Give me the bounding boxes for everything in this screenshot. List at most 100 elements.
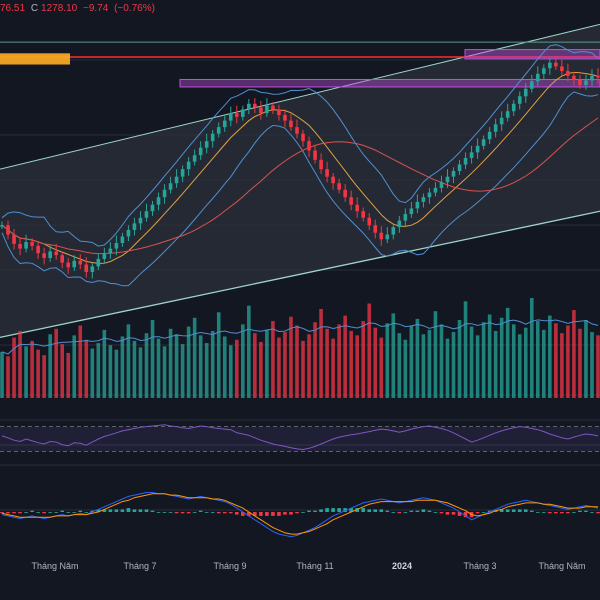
volume-bar — [18, 330, 22, 398]
macd-histogram-bar — [403, 512, 408, 513]
macd-histogram-bar — [499, 509, 504, 512]
macd-histogram-bar — [48, 512, 52, 513]
volume-average-line — [1, 319, 599, 355]
macd-histogram-bar — [511, 509, 516, 512]
macd-histogram-bar — [463, 512, 468, 518]
candle-body — [529, 81, 534, 89]
macd-histogram-bar — [54, 512, 58, 513]
macd-histogram-bar — [180, 512, 185, 514]
candle-body — [535, 73, 540, 82]
volume-bar — [265, 329, 269, 398]
candle-body — [319, 159, 323, 170]
candle-body — [560, 66, 564, 72]
candle-body — [523, 88, 528, 97]
candle-body — [421, 197, 426, 202]
candle-body — [397, 220, 402, 228]
volume-bar — [36, 349, 40, 398]
macd-histogram-bar — [554, 512, 558, 514]
macd-histogram-bar — [162, 512, 167, 513]
volume-bar — [439, 324, 444, 398]
candle-body — [60, 255, 65, 263]
candle-body — [30, 242, 34, 246]
volume-bar — [421, 334, 426, 398]
candle-body — [54, 251, 58, 256]
close-label: C — [30, 3, 39, 14]
candle-body — [241, 109, 245, 117]
candle-body — [253, 103, 257, 108]
orange-zone — [0, 53, 70, 65]
x-axis: Tháng Năm Tháng 7 Tháng 9 Tháng 11 2024 Tháng… — [31, 561, 585, 571]
macd-histogram-bar — [30, 510, 34, 512]
candle-body — [114, 243, 119, 249]
volume-bar — [247, 305, 251, 398]
macd-histogram-bar — [96, 509, 101, 512]
bollinger-lower — [1, 91, 599, 287]
volume-bar — [337, 324, 341, 398]
volume-bar — [0, 351, 4, 398]
candle-body — [234, 113, 239, 117]
ema-line — [1, 71, 599, 264]
candle-body — [78, 260, 83, 265]
volume-bar — [210, 330, 215, 398]
macd-histogram-bar — [475, 512, 480, 514]
bollinger-upper — [1, 44, 599, 247]
macd-pane — [0, 492, 600, 538]
candle-body — [66, 262, 71, 268]
volume-bar — [12, 337, 16, 398]
candle-body — [451, 171, 456, 177]
macd-histogram-bar — [289, 512, 293, 515]
macd-histogram-bar — [198, 510, 203, 512]
candle-body — [228, 113, 233, 121]
volume-bar — [222, 336, 227, 398]
x-tick-label: Tháng 9 — [213, 561, 246, 571]
candle-body — [271, 105, 275, 110]
volume-bar — [409, 325, 414, 398]
macd-histogram-bar — [156, 512, 161, 513]
macd-histogram-bar — [283, 512, 287, 515]
candle-body — [259, 107, 263, 114]
volume-bar — [114, 349, 119, 398]
macd-histogram-bar — [36, 512, 40, 513]
volume-bar — [72, 335, 77, 398]
candle-body — [403, 214, 408, 221]
volume-bar — [403, 339, 408, 398]
volume-bar — [30, 340, 34, 398]
macd-histogram-bar — [409, 510, 414, 512]
macd-line — [1, 492, 599, 538]
volume-bar — [325, 328, 329, 398]
volume-bar — [548, 315, 552, 398]
candle-body — [475, 145, 480, 153]
x-tick-label: Tháng Năm — [538, 561, 585, 571]
candle-body — [391, 227, 396, 235]
volume-bar — [517, 334, 522, 398]
candle-body — [584, 80, 588, 86]
macd-histogram-bar — [367, 509, 372, 512]
macd-histogram-bar — [228, 512, 233, 514]
volume-bar — [307, 334, 311, 398]
macd-histogram-bar — [277, 512, 281, 516]
volume-bar — [48, 334, 52, 398]
candle-body — [355, 204, 359, 212]
macd-histogram-bar — [451, 512, 456, 515]
volume-bar — [204, 343, 209, 398]
volume-bar — [475, 335, 480, 398]
candle-body — [265, 105, 269, 114]
macd-histogram-bar — [391, 512, 396, 513]
macd-histogram-bar — [433, 512, 438, 513]
volume-bar — [529, 298, 534, 398]
candle-body — [174, 176, 179, 184]
macd-histogram-bar — [439, 512, 444, 514]
volume-bar — [590, 332, 594, 398]
volume-bar — [481, 322, 486, 398]
candle-body — [102, 253, 107, 259]
candle-body — [572, 75, 576, 80]
volume-pane — [0, 298, 600, 398]
macd-histogram-bar — [584, 510, 588, 512]
volume-bar — [469, 326, 474, 398]
candle-body — [168, 183, 173, 190]
macd-histogram-bar — [60, 510, 65, 512]
candle-body — [222, 120, 227, 128]
macd-histogram-bar — [90, 510, 95, 512]
candle-body — [283, 114, 287, 121]
